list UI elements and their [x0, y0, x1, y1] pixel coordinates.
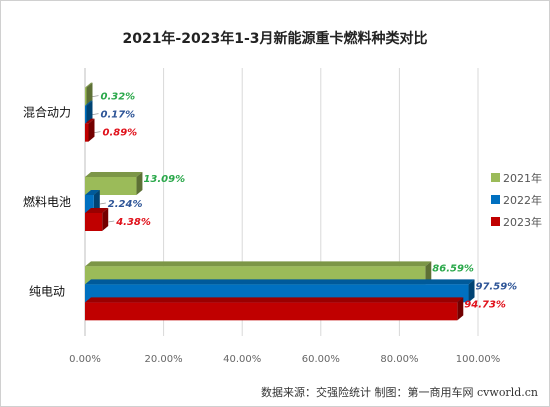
bar-side-face: [86, 82, 93, 106]
category-label: 燃料电池: [23, 194, 71, 209]
data-label-leader: [99, 202, 106, 205]
x-tick-label: 60.00%: [302, 354, 340, 365]
data-label: 94.73%: [464, 299, 506, 310]
data-label: 0.89%: [102, 128, 137, 139]
bar-top-face: [85, 172, 143, 177]
bar-front-face: [85, 195, 94, 213]
x-tick-label: 20.00%: [145, 354, 183, 365]
chart-title: 2021年-2023年1-3月新能源重卡燃料种类对比: [122, 30, 427, 47]
bar-top-face: [85, 118, 95, 124]
bar-top-face: [85, 82, 93, 88]
data-label: 13.09%: [143, 174, 185, 185]
bar-side-face: [457, 297, 464, 321]
legend: 2021年 2022年 2023年: [491, 171, 542, 229]
category-label: 混合动力: [23, 105, 71, 120]
bar-side-face: [468, 279, 475, 303]
bar-front-face: [85, 302, 458, 321]
data-label-leader: [92, 113, 99, 116]
legend-swatch: [491, 217, 500, 226]
bar-side-face: [88, 118, 95, 142]
bars: [85, 82, 475, 321]
data-label: 86.59%: [432, 263, 474, 274]
bar-top-face: [85, 190, 100, 195]
bar-side-face: [93, 190, 100, 213]
bar-front-face: [85, 87, 87, 106]
source-note: 数据来源：交强险统计 制图：第一商用车网 cvworld.cn: [261, 385, 538, 399]
x-tick-label: 40.00%: [223, 354, 261, 365]
legend-label: 2022年: [503, 193, 542, 207]
legend-label: 2023年: [503, 215, 542, 229]
bar-front-face: [85, 123, 89, 142]
bar: [85, 118, 95, 142]
bar: [85, 190, 100, 213]
bar-top-face: [85, 261, 432, 267]
data-label: 0.17%: [101, 110, 136, 121]
data-label: 2.24%: [108, 199, 143, 210]
x-tick-label: 80.00%: [380, 354, 418, 365]
bar-front-face: [85, 213, 103, 231]
bar-top-face: [85, 208, 109, 213]
bar-top-face: [85, 297, 464, 303]
data-labels: 0.32% 0.17% 0.89% 13.09% 2.24% 4.38% 86.59%97.…: [92, 92, 518, 310]
x-axis-ticks: 0.00% 20.00% 40.00% 60.00% 80.00% 100.00%: [69, 354, 500, 365]
bar-top-face: [85, 279, 475, 285]
bar-side-face: [86, 100, 93, 124]
bar-front-face: [85, 105, 87, 124]
bar-side-face: [102, 208, 109, 231]
x-tick-label: 0.00%: [69, 354, 101, 365]
legend-swatch: [491, 195, 500, 204]
data-label: 97.59%: [476, 281, 518, 292]
x-tick-label: 100.00%: [456, 354, 501, 365]
bar-side-face: [425, 261, 432, 285]
legend-swatch: [491, 173, 500, 182]
legend-label: 2021年: [503, 171, 542, 185]
data-label-leader: [92, 95, 99, 98]
data-label: 0.32%: [101, 92, 136, 103]
data-label-leader: [94, 131, 101, 134]
bar: [85, 82, 93, 106]
bar: [85, 100, 93, 124]
bar-top-face: [85, 100, 93, 106]
bar: [85, 297, 464, 321]
data-label: 4.38%: [115, 217, 151, 228]
bar-side-face: [136, 172, 143, 195]
bar: [85, 208, 109, 231]
category-label: 纯电动: [29, 284, 65, 298]
data-label-leader: [108, 220, 115, 223]
